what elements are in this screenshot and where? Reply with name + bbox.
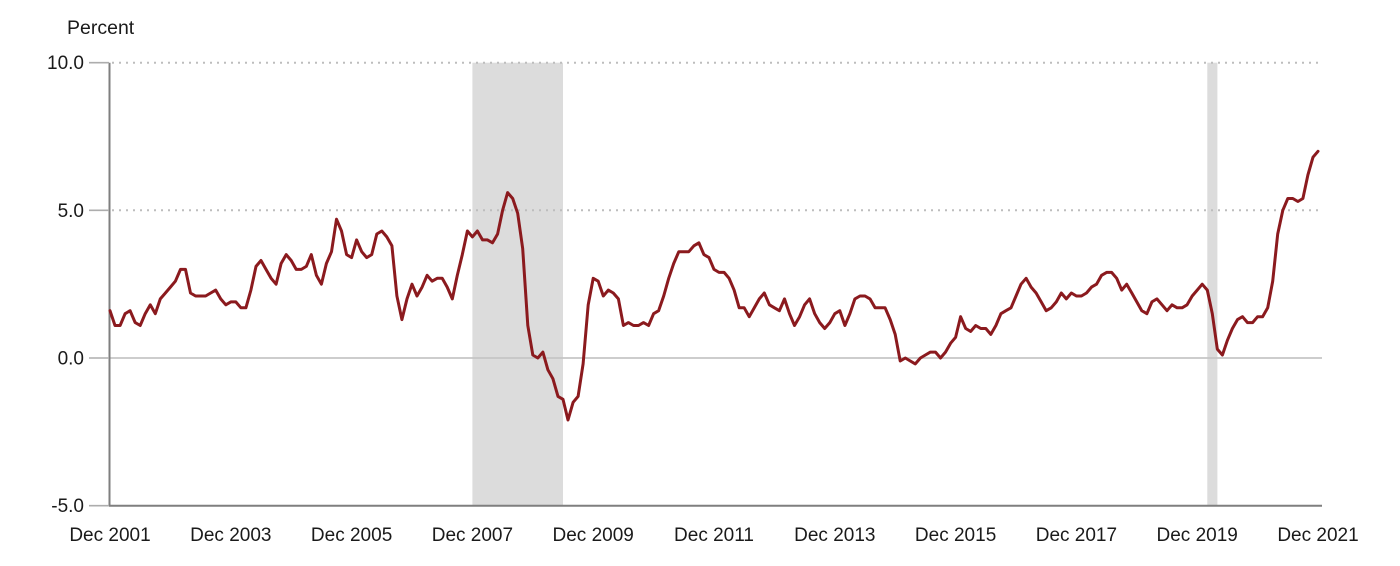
x-tick-label: Dec 2007 [432,525,513,546]
axis-labels-layer: 10.0 5.0 0.0 -5.0 Dec 2001 Dec 2003 Dec 2005 De… [47,53,1359,546]
x-tick-label: Dec 2015 [915,525,996,546]
axes-layer [89,61,1322,507]
recession-band [472,62,563,506]
x-tick-label: Dec 2017 [1036,525,1117,546]
x-tick-label: Dec 2009 [553,525,634,546]
x-tick-label: Dec 2021 [1277,525,1358,546]
y-tick-label: -5.0 [51,496,84,517]
x-tick-label: Dec 2003 [190,525,271,546]
recession-band [1207,62,1218,506]
y-tick-label: 0.0 [58,349,84,370]
x-tick-label: Dec 2019 [1157,525,1238,546]
cpi-data-line [108,149,1320,422]
gridlines-layer [110,61,1322,359]
y-axis-unit-label: Percent [67,17,135,39]
recession-bands-layer [472,62,1218,506]
x-tick-label: Dec 2001 [69,525,150,546]
x-tick-label: Dec 2011 [674,525,754,546]
x-tick-label: Dec 2013 [794,525,875,546]
data-series-layer [108,149,1320,422]
x-tick-label: Dec 2005 [311,525,392,546]
y-tick-label: 10.0 [47,53,84,74]
y-tick-label: 5.0 [58,201,84,222]
